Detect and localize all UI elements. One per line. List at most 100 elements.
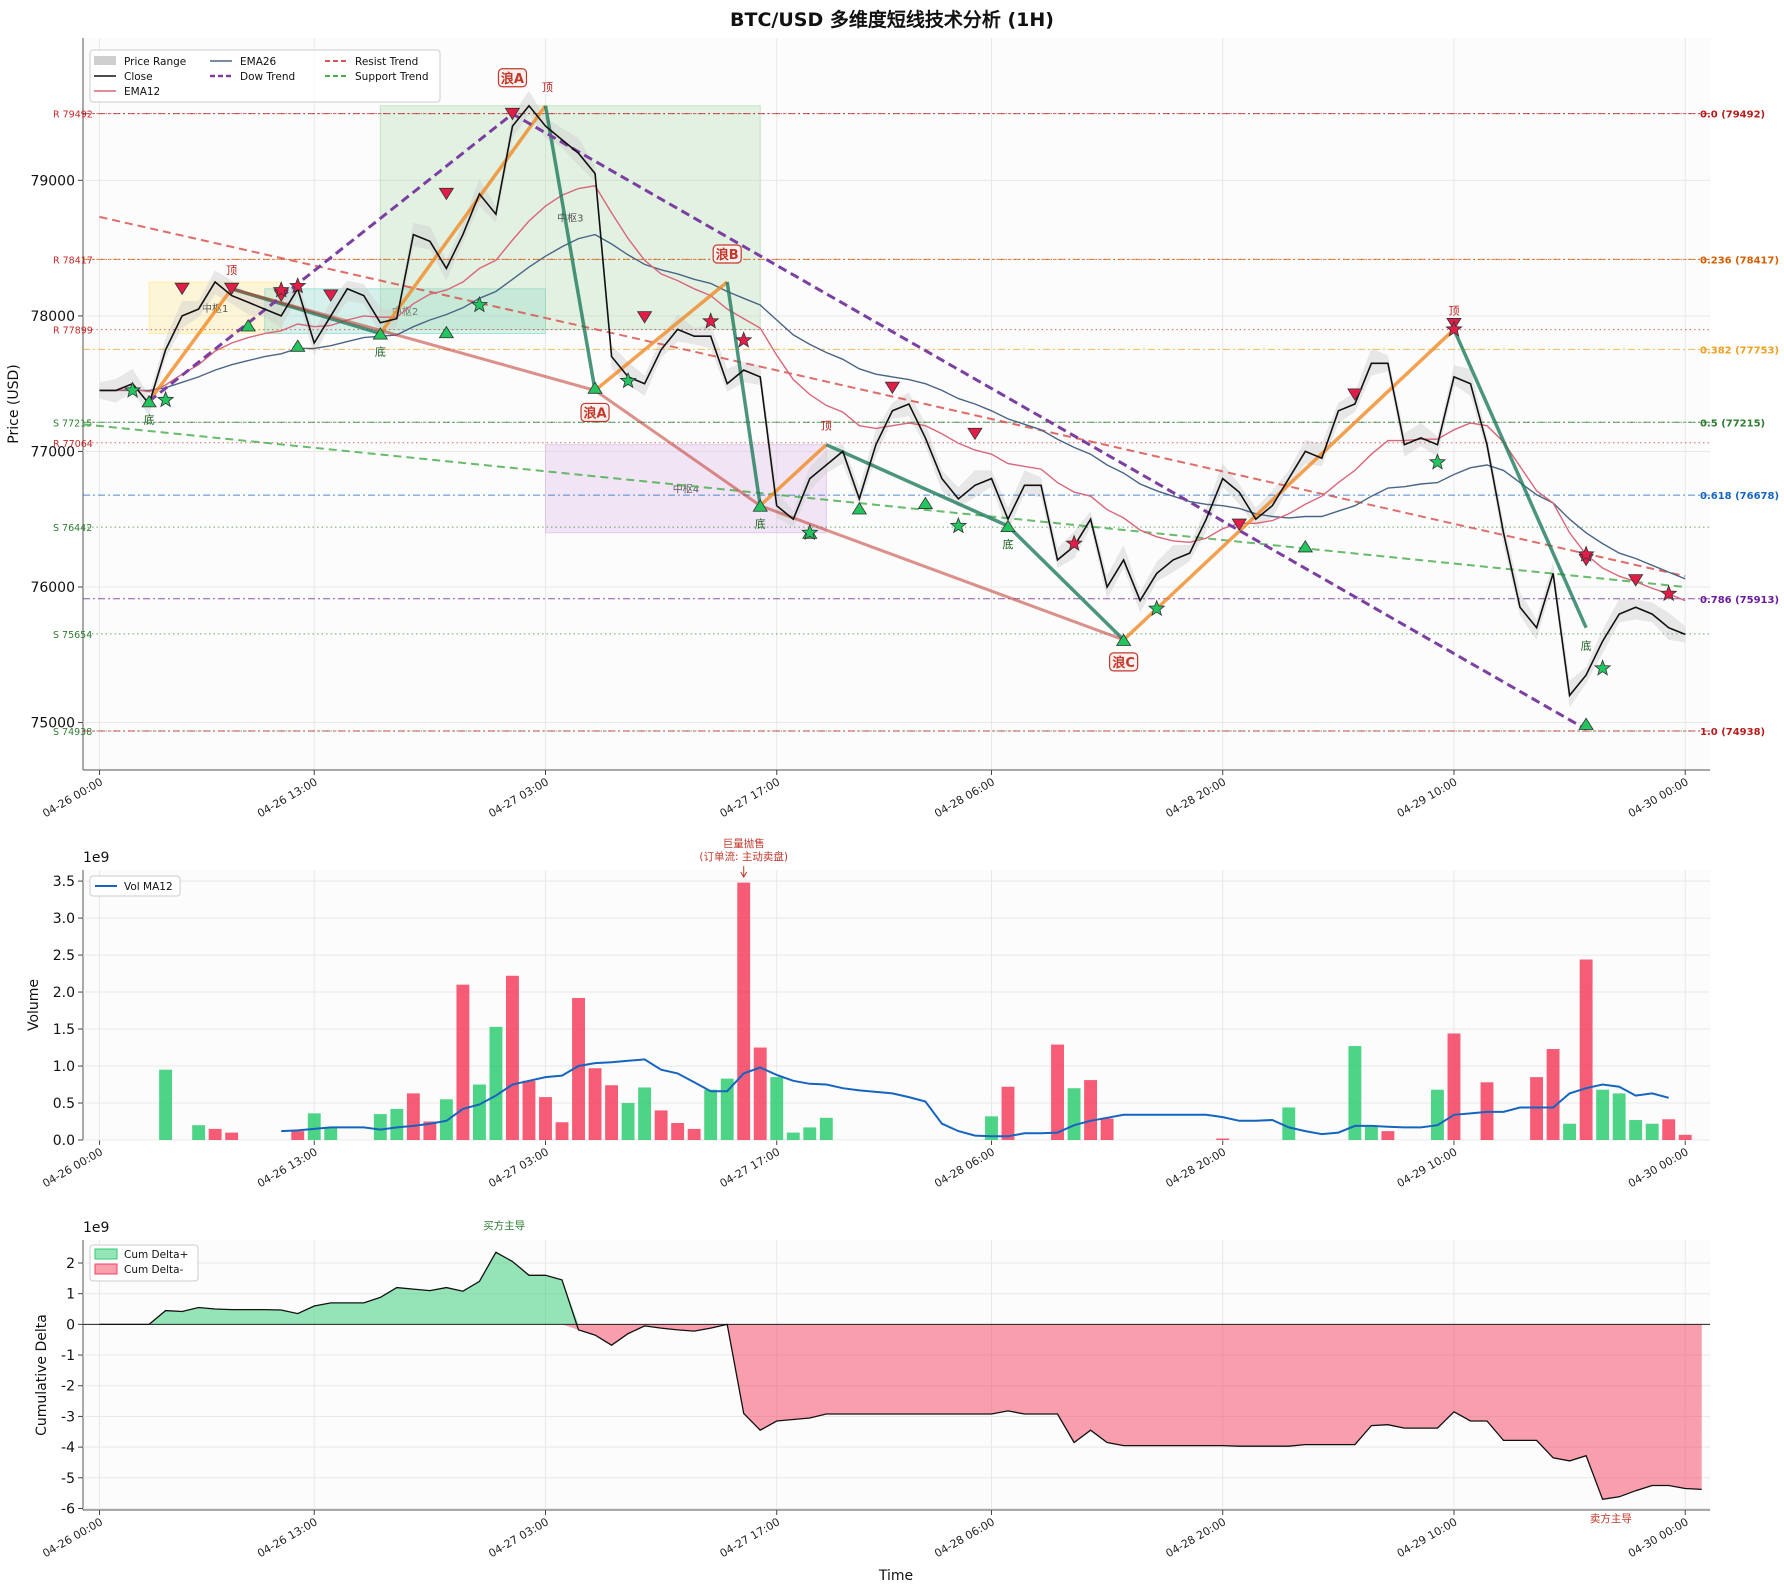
pivot-zone-label: 中枢3 [557,212,583,225]
y-tick-label: 0.0 [53,1133,75,1149]
buy-signal-marker [587,381,603,394]
zigzag-segment [1122,328,1456,642]
sr-label: S 74938 [53,727,92,738]
sell-dominant-note: 卖方主导 [1590,1512,1632,1525]
cumulative-delta-panel: 04-26 00:00 04-26 13:00 04-27 03:00 04-27 1… [34,1219,1710,1584]
volume-bar [1381,1131,1395,1140]
top-label: 顶 [542,81,553,94]
legend-swatch [94,1263,118,1275]
support-trend-line [82,423,1686,588]
zigzag-segment [1006,524,1125,642]
volume-bar [456,984,470,1140]
legend-label: EMA26 [240,56,277,68]
y-tick-label: -3 [61,1409,75,1425]
y-axis-label: Cumulative Delta [34,1314,50,1436]
volume-bar [704,1089,718,1140]
fib-label: 0.618 (76678) [1700,491,1779,502]
volume-bar [720,1078,734,1140]
volume-bar [522,1080,536,1140]
y-tick-label: 1 [66,1287,75,1303]
volume-bar [1051,1044,1064,1140]
zigzag-segment [147,287,234,403]
volume-bar [1678,1134,1692,1140]
bottom-label: 底 [1002,537,1013,551]
legend-swatch [94,56,116,65]
volume-annotation: (订单流: 主动卖盘) [699,850,788,863]
buy-star-marker [470,295,489,313]
volume-bar [489,1026,503,1140]
chart-title: BTC/USD 多维度短线技术分析 (1H) [730,8,1054,31]
wave-label-box [497,68,528,88]
x-tick-label: 04-30 00:00 [1626,775,1691,820]
legend-label: Cum Delta+ [124,1249,188,1261]
y-tick-label: -5 [61,1471,75,1487]
x-tick-label: 04-27 17:00 [718,1145,783,1190]
buy-signal-marker [851,502,868,515]
ema26-line [99,233,1686,580]
volume-bar [555,1122,569,1140]
x-tick-label: 04-27 17:00 [718,775,783,820]
volume-bar [1348,1046,1362,1140]
sr-label: R 78417 [53,255,93,266]
buy-star-marker [1147,599,1166,617]
volume-bar [638,1087,652,1140]
x-tick-label: 04-28 06:00 [932,775,997,820]
fib-label: 0.382 (77753) [1700,345,1779,356]
x-tick-label: 04-27 03:00 [486,775,551,820]
volume-bar [1596,1089,1610,1140]
plot-area [83,870,1710,1140]
buy-signal-marker [240,319,256,332]
volume-bar [472,1084,486,1140]
volume-bar [506,975,519,1140]
y-tick-label: 1.0 [53,1059,75,1075]
price-legend: Price Range Close EMA12 EMA26 Dow Trend Suppo… [89,49,441,103]
x-tick-label: 04-26 00:00 [40,1515,105,1560]
y-axis-label: Price (USD) [6,364,22,443]
pivot-zone [148,281,282,335]
y-tick-label: 79000 [30,173,75,189]
wave-label: 浪C [1112,655,1135,671]
sell-star-marker [289,276,307,294]
sell-signal-marker [636,311,653,324]
sell-signal-marker [504,107,521,121]
y-tick-label: 77000 [30,444,75,460]
x-tick-label: 04-26 13:00 [255,1145,320,1190]
y-tick-label: 2.0 [53,985,75,1001]
volume-bar [605,1085,619,1140]
sell-star-marker [702,312,720,329]
volume-bar [1364,1126,1378,1140]
volume-ma12-line [281,1058,1669,1138]
close-line [99,104,1686,698]
volume-bar [671,1122,685,1140]
plot-area [83,38,1710,770]
volume-bar [985,1116,998,1140]
volume-bar [803,1127,817,1140]
buy-signal-marker [1000,519,1016,532]
volume-bar [1100,1118,1114,1140]
volume-bar [1662,1119,1676,1140]
y-tick-label: -6 [61,1501,75,1517]
bottom-label: 底 [375,345,386,359]
buy-signal-marker [290,339,306,352]
x-tick-label: 04-26 00:00 [40,1145,105,1190]
x-tick-label: 04-28 20:00 [1164,775,1229,820]
y-tick-label: 0 [66,1317,75,1333]
buy-signal-marker [141,394,157,408]
sell-signal-marker [438,187,455,201]
y-tick-label: -1 [61,1348,75,1364]
sr-label: R 77899 [53,326,93,337]
wave-label: 浪A [584,405,607,421]
sell-star-marker [1065,534,1083,552]
y-tick-label: 78000 [30,309,75,325]
wave-line [231,287,596,392]
y-tick-label: 76000 [30,580,75,596]
volume-bar [390,1108,404,1140]
zigzag-segment [1452,328,1588,629]
resist-trend-line [99,215,1686,578]
x-tick-label: 04-29 10:00 [1395,1515,1460,1560]
volume-bar [770,1077,784,1140]
buy-dominant-note: 买方主导 [483,1219,525,1232]
x-tick-label: 04-27 17:00 [718,1515,783,1560]
volume-bar [423,1121,437,1140]
